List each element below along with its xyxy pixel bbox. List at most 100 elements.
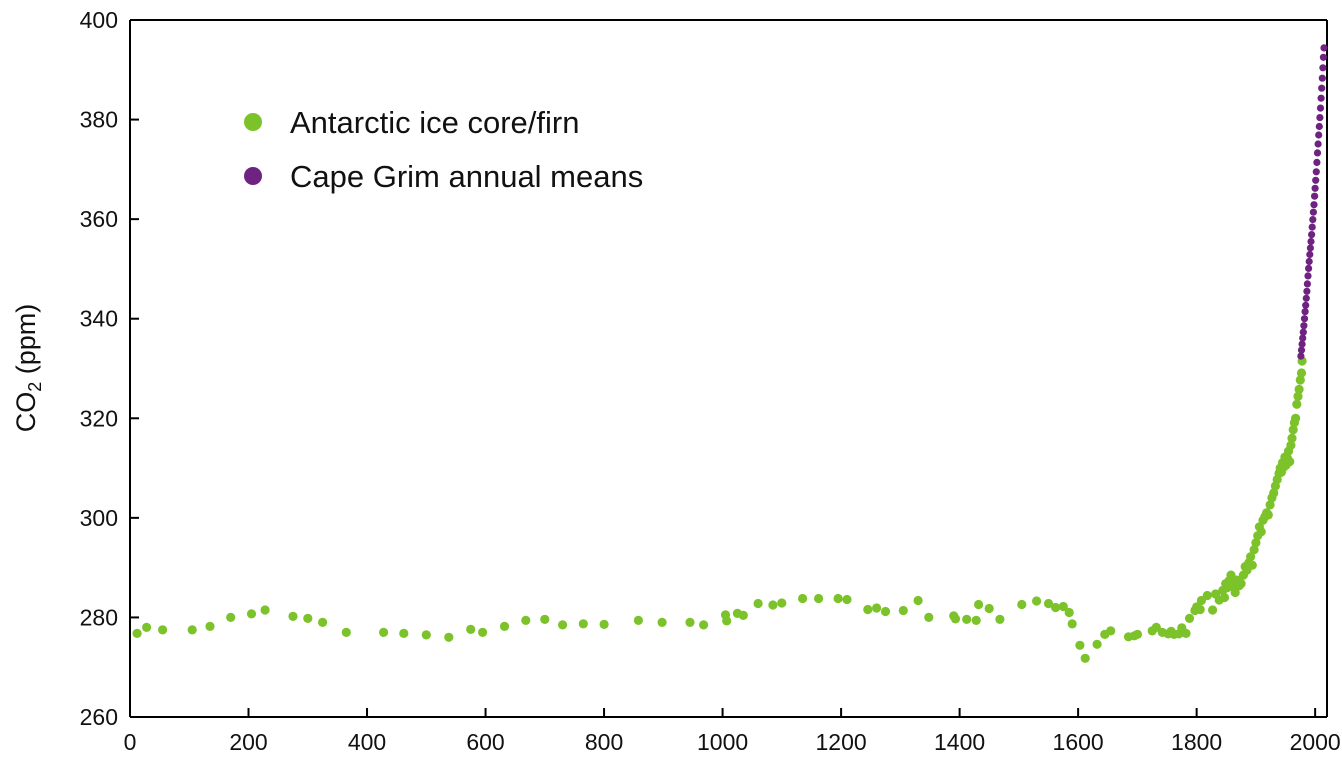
antarctic-ice-core-point	[1291, 413, 1301, 423]
cape-grim-point	[1315, 122, 1323, 131]
antarctic-ice-core-point	[995, 614, 1005, 625]
antarctic-ice-core-point	[303, 613, 313, 624]
x-tick-label: 1400	[934, 729, 985, 755]
cape-grim-point	[1317, 94, 1325, 102]
cape-grim-point	[1312, 176, 1320, 184]
antarctic-ice-core-point	[633, 615, 644, 626]
antarctic-ice-core-point	[1251, 538, 1261, 548]
cape-grim-point	[1313, 158, 1321, 166]
antarctic-ice-core-point	[1287, 433, 1297, 443]
antarctic-ice-core-point	[798, 593, 808, 604]
antarctic-ice-core-point	[753, 598, 763, 609]
antarctic-ice-core-point	[722, 616, 732, 626]
x-tick-label: 800	[585, 729, 623, 755]
cape-grim-point	[1301, 308, 1309, 316]
antarctic-ice-core-point	[924, 612, 934, 623]
antarctic-ice-core-point	[1075, 640, 1085, 650]
cape-grim-point	[1319, 64, 1327, 72]
cape-grim-point	[1308, 231, 1316, 239]
cape-grim-point	[1312, 168, 1320, 176]
antarctic-ice-core-point	[399, 628, 409, 639]
antarctic-ice-core-point	[699, 620, 709, 630]
x-tick-label: 1200	[816, 729, 867, 755]
antarctic-ice-core-point	[1256, 527, 1266, 537]
antarctic-ice-core-point	[521, 615, 531, 626]
antarctic-ice-core-point	[379, 627, 389, 638]
antarctic-ice-core-point	[260, 605, 270, 615]
cape-grim-point	[1298, 340, 1306, 348]
antarctic-ice-core-point	[318, 617, 328, 628]
antarctic-ice-core-point	[205, 621, 215, 632]
antarctic-ice-core-point	[962, 614, 972, 625]
y-tick-label: 260	[80, 704, 118, 730]
cape-grim-point	[1305, 264, 1313, 272]
legend-label-cape-grim: Cape Grim annual means	[290, 159, 643, 194]
antarctic-ice-core-point	[1295, 375, 1305, 385]
antarctic-ice-core-point	[421, 630, 431, 640]
cape-grim-point	[1310, 201, 1318, 209]
cape-grim-point	[1319, 53, 1327, 61]
cape-grim-point	[1315, 131, 1323, 139]
antarctic-ice-core-point	[1285, 457, 1295, 467]
antarctic-ice-core-point	[768, 600, 778, 610]
antarctic-ice-core-point	[872, 603, 882, 613]
legend-label-antarctic: Antarctic ice core/firn	[290, 105, 579, 140]
antarctic-ice-core-point	[1017, 599, 1027, 610]
x-tick-label: 1600	[1053, 729, 1104, 755]
x-tick-label: 1000	[697, 729, 748, 755]
cape-grim-point	[1313, 149, 1322, 157]
antarctic-ice-core-point	[226, 612, 236, 623]
antarctic-ice-core-point	[444, 632, 454, 642]
cape-grim-point	[1303, 280, 1311, 288]
antarctic-ice-core-point	[1043, 598, 1054, 609]
data-points	[132, 44, 1328, 663]
antarctic-ice-core-point	[1181, 628, 1191, 639]
cape-grim-point	[1299, 334, 1307, 342]
x-ticks: 0 200 400 600 800 1000 1200 1400 1600 1800 2000	[124, 708, 1341, 755]
cape-grim-point	[1318, 74, 1326, 82]
cape-grim-point	[1304, 272, 1312, 280]
cape-grim-point	[1297, 352, 1305, 360]
x-tick-label: 600	[466, 729, 504, 755]
antarctic-ice-core-point	[974, 599, 984, 610]
antarctic-ice-core-point	[1294, 384, 1304, 394]
cape-grim-point	[1320, 44, 1328, 52]
antarctic-ice-core-point	[833, 593, 843, 604]
antarctic-ice-core-point	[540, 614, 550, 625]
y-tick-label: 380	[80, 107, 118, 133]
antarctic-ice-core-point	[880, 606, 891, 617]
antarctic-ice-core-point	[1236, 579, 1246, 589]
antarctic-ice-core-point	[1092, 639, 1102, 649]
y-axis-label-main: CO	[11, 392, 41, 433]
antarctic-ice-core-point	[685, 617, 695, 628]
antarctic-ice-core-point	[558, 620, 568, 630]
cape-grim-point	[1306, 244, 1314, 252]
y-tick-label: 360	[80, 206, 118, 232]
cape-grim-point	[1302, 301, 1310, 309]
antarctic-ice-core-point	[341, 627, 351, 638]
antarctic-ice-core-point	[1184, 613, 1195, 624]
antarctic-ice-core-point	[158, 625, 168, 635]
antarctic-ice-core-point	[738, 610, 748, 621]
antarctic-ice-core-point	[1292, 399, 1302, 409]
y-tick-label: 320	[80, 405, 118, 431]
antarctic-ice-core-point	[1132, 629, 1142, 640]
antarctic-ice-core-point	[1249, 545, 1259, 555]
x-tick-label: 400	[348, 729, 386, 755]
antarctic-ice-core-point	[1202, 590, 1212, 601]
antarctic-ice-core-point	[1064, 607, 1074, 618]
cape-grim-point	[1306, 250, 1314, 259]
antarctic-ice-core-point	[1286, 440, 1296, 450]
antarctic-ice-core-point	[1058, 601, 1068, 612]
antarctic-ice-core-point	[499, 621, 510, 632]
y-axis-label: CO2 (ppm)	[11, 304, 45, 433]
cape-grim-point	[1300, 315, 1309, 323]
cape-grim-point	[1299, 328, 1307, 336]
antarctic-ice-core-point	[1246, 552, 1256, 562]
cape-grim-point	[1309, 216, 1317, 224]
antarctic-ice-core-point	[950, 614, 961, 624]
antarctic-ice-core-point	[466, 624, 476, 635]
antarctic-ice-core-point	[1032, 596, 1042, 606]
y-axis-label-unit: (ppm)	[11, 304, 41, 382]
